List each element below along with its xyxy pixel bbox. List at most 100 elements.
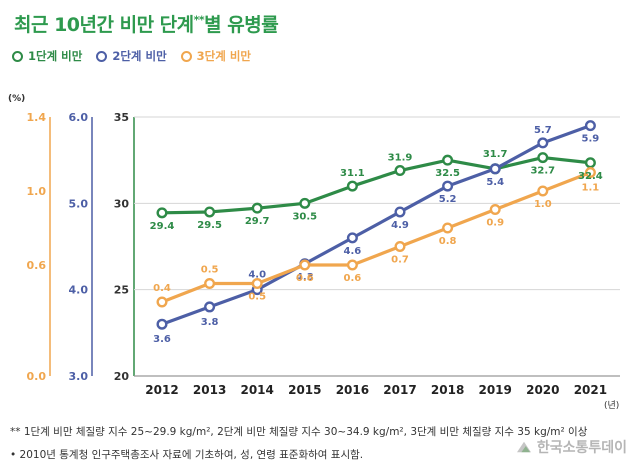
data-label-stage3: 0.6 bbox=[344, 273, 362, 284]
data-label-stage3: 1.1 bbox=[582, 183, 600, 194]
data-point-stage3 bbox=[204, 278, 216, 290]
data-label-stage1: 30.5 bbox=[292, 211, 317, 222]
data-point-stage2 bbox=[584, 120, 596, 132]
data-point-stage2 bbox=[346, 232, 358, 244]
data-point-stage1 bbox=[537, 152, 549, 164]
data-label-stage1: 32.7 bbox=[530, 166, 555, 177]
series-line-stage1 bbox=[161, 155, 591, 215]
x-tick-label: 2018 bbox=[431, 383, 464, 397]
data-label-stage3: 0.9 bbox=[486, 218, 504, 229]
chart-title: 최근 10년간 비만 단계**별 유병률 bbox=[14, 10, 279, 37]
data-point-stage3 bbox=[251, 278, 263, 290]
legend: 1단계 비만 2단계 비만 3단계 비만 bbox=[12, 48, 251, 64]
watermark-logo-icon bbox=[516, 441, 531, 453]
title-main: 최근 10년간 비만 단계 bbox=[14, 14, 194, 36]
data-label-stage2: 5.2 bbox=[439, 194, 457, 205]
title-rest: 별 유병률 bbox=[204, 14, 279, 36]
data-point-stage1 bbox=[394, 165, 406, 177]
y-tick-stage1: 30 bbox=[114, 197, 130, 210]
data-point-stage1 bbox=[584, 157, 596, 169]
data-label-stage2: 4.6 bbox=[344, 246, 362, 257]
footnote-bmi-definition: ** 1단계 비만 체질량 지수 25~29.9 kg/m², 2단계 비만 체… bbox=[10, 426, 588, 438]
data-point-stage1 bbox=[442, 154, 454, 166]
data-label-stage2: 3.8 bbox=[201, 317, 219, 328]
data-point-stage1 bbox=[346, 180, 358, 192]
data-point-stage2 bbox=[156, 318, 168, 330]
data-label-stage1: 29.7 bbox=[245, 216, 270, 227]
data-label-stage3: 0.7 bbox=[391, 255, 409, 266]
data-point-stage1 bbox=[156, 207, 168, 219]
data-point-stage3 bbox=[584, 166, 596, 178]
x-tick-label: 2017 bbox=[383, 383, 416, 397]
y-tick-stage2: 4.0 bbox=[69, 284, 89, 297]
data-label-stage2: 5.9 bbox=[582, 134, 600, 145]
data-label-stage1: 29.5 bbox=[197, 220, 222, 231]
y-tick-stage1: 35 bbox=[114, 111, 129, 124]
legend-item-stage3: 3단계 비만 bbox=[180, 48, 251, 64]
data-label-stage1: 29.4 bbox=[150, 221, 175, 232]
data-label-stage2: 4.3 bbox=[296, 272, 314, 283]
y-tick-stage1: 25 bbox=[114, 284, 129, 297]
data-point-stage3 bbox=[537, 185, 549, 197]
y-tick-stage2: 3.0 bbox=[69, 370, 89, 383]
data-point-stage1 bbox=[299, 197, 311, 209]
data-label-stage3: 0.4 bbox=[153, 283, 171, 294]
data-point-stage3 bbox=[299, 259, 311, 271]
data-point-stage2 bbox=[537, 137, 549, 149]
data-point-stage2 bbox=[394, 206, 406, 218]
y-tick-stage2: 5.0 bbox=[69, 197, 89, 210]
x-tick-label: 2014 bbox=[240, 383, 273, 397]
data-point-stage2 bbox=[442, 180, 454, 192]
y-tick-stage3: 0.0 bbox=[27, 370, 47, 383]
x-tick-label: 2015 bbox=[288, 383, 321, 397]
data-point-stage3 bbox=[489, 203, 501, 215]
x-unit-label: (년) bbox=[604, 400, 619, 411]
y-tick-stage2: 6.0 bbox=[69, 111, 89, 124]
x-tick-label: 2019 bbox=[478, 383, 511, 397]
data-point-stage2 bbox=[489, 163, 501, 175]
legend-label-stage2: 2단계 비만 bbox=[112, 49, 167, 63]
data-label-stage1: 31.9 bbox=[388, 153, 413, 164]
x-tick-label: 2012 bbox=[145, 383, 178, 397]
series-line-stage2 bbox=[161, 124, 591, 326]
x-tick-label: 2020 bbox=[526, 383, 559, 397]
data-point-stage3 bbox=[394, 240, 406, 252]
legend-label-stage3: 3단계 비만 bbox=[196, 49, 251, 63]
data-label-stage1: 32.4 bbox=[578, 171, 603, 182]
legend-marker-stage1 bbox=[12, 50, 23, 62]
data-label-stage2: 3.6 bbox=[153, 334, 171, 345]
data-label-stage3: 0.5 bbox=[201, 265, 219, 276]
data-label-stage2: 5.7 bbox=[534, 125, 552, 136]
legend-label-stage1: 1단계 비만 bbox=[28, 49, 83, 63]
y-tick-stage3: 0.6 bbox=[27, 259, 47, 272]
legend-item-stage1: 1단계 비만 bbox=[12, 48, 82, 64]
data-label-stage3: 0.5 bbox=[248, 292, 266, 303]
data-label-stage3: 0.8 bbox=[439, 236, 457, 247]
legend-marker-stage2 bbox=[96, 50, 108, 62]
y-tick-stage1: 20 bbox=[114, 370, 130, 383]
data-label-stage2: 4.0 bbox=[248, 270, 266, 281]
data-point-stage2 bbox=[204, 301, 216, 313]
data-label-stage2: 4.9 bbox=[391, 220, 409, 231]
watermark-text: 한국소통투데이 bbox=[536, 440, 627, 456]
data-label-stage2: 5.4 bbox=[486, 177, 504, 188]
x-tick-label: 2013 bbox=[193, 383, 226, 397]
y-tick-stage3: 1.4 bbox=[27, 111, 47, 124]
data-label-stage3: 1.0 bbox=[534, 199, 552, 210]
y-tick-stage3: 1.0 bbox=[27, 185, 47, 198]
series-line-stage3 bbox=[161, 171, 591, 304]
data-label-stage1: 31.7 bbox=[483, 149, 508, 160]
x-tick-label: 2016 bbox=[336, 383, 369, 397]
data-point-stage1 bbox=[251, 202, 263, 214]
data-label-stage1: 32.5 bbox=[435, 168, 460, 179]
data-point-stage3 bbox=[156, 296, 168, 308]
data-point-stage1 bbox=[204, 206, 216, 218]
data-point-stage3 bbox=[442, 222, 454, 234]
watermark: 한국소통투데이 bbox=[515, 437, 627, 457]
legend-marker-stage3 bbox=[180, 50, 192, 62]
data-label-stage1: 31.1 bbox=[340, 168, 365, 179]
y-unit-label: (%) bbox=[8, 94, 25, 104]
data-label-stage3: 0.6 bbox=[296, 273, 314, 284]
data-point-stage3 bbox=[346, 259, 358, 271]
